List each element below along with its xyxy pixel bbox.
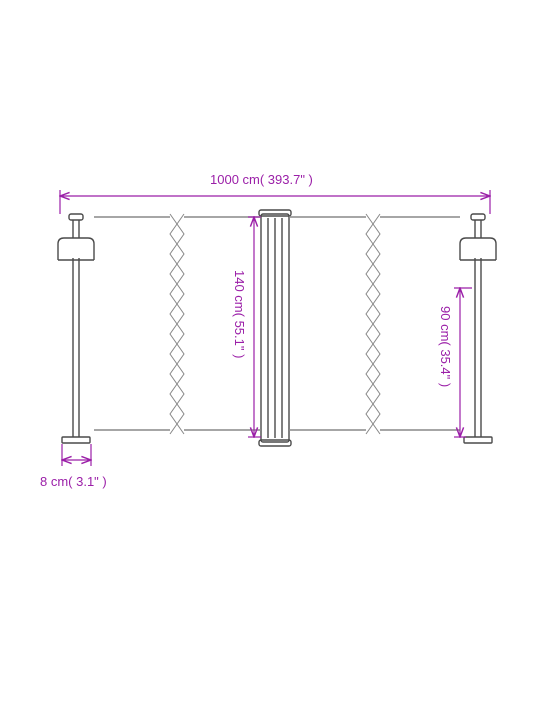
left-post bbox=[58, 214, 94, 443]
center-cassette bbox=[259, 210, 291, 446]
dim-height-post bbox=[454, 288, 472, 437]
dimension-diagram bbox=[0, 0, 540, 720]
label-height-main: 140 cm( 55.1" ) bbox=[232, 270, 247, 358]
label-height-post: 90 cm( 35.4" ) bbox=[438, 306, 453, 387]
product-outline bbox=[58, 210, 496, 446]
dim-base-width bbox=[62, 444, 91, 466]
right-panel bbox=[289, 214, 460, 434]
label-base-width: 8 cm( 3.1" ) bbox=[40, 474, 107, 489]
dim-height-main bbox=[248, 217, 261, 437]
label-total-width: 1000 cm( 393.7" ) bbox=[210, 172, 313, 187]
right-post bbox=[460, 214, 496, 443]
